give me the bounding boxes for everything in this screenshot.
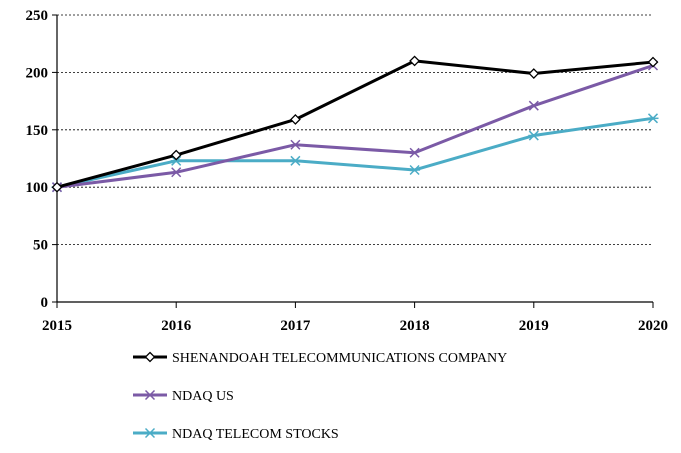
x-tick-label: 2019 [519,318,549,334]
y-tick-label: 250 [26,8,49,24]
series-line-2 [56,116,654,189]
data-point [647,56,659,68]
y-tick-label: 200 [26,65,49,81]
data-point [528,100,539,111]
data-point [528,130,540,141]
data-point [51,181,63,193]
data-point [409,147,420,158]
legend-item-2: NDAQ TELECOM STOCKS [133,427,339,442]
data-point [290,139,301,150]
legend-marker [144,427,156,439]
legend-item-0: SHENANDOAH TELECOMMUNICATIONS COMPANY [133,351,507,366]
x-tick-label: 2017 [280,318,311,334]
legend-label: NDAQ US [172,389,234,404]
x-tick-label: 2015 [42,318,72,334]
data-point [528,68,540,79]
series-0 [51,55,659,193]
data-point [170,149,182,161]
data-point [289,155,301,166]
legend: SHENANDOAH TELECOMMUNICATIONS COMPANY NDA… [133,351,507,442]
data-point [409,164,421,176]
x-tick-label: 2018 [400,318,430,334]
legend-label: NDAQ TELECOM STOCKS [172,427,339,442]
legend-label: SHENANDOAH TELECOMMUNICATIONS COMPANY [172,351,507,366]
legend-item-1: NDAQ US [133,389,234,404]
series-lines [51,55,659,193]
x-tick-label: 2020 [638,318,668,334]
series-line-0 [56,59,654,189]
data-point [289,114,301,125]
legend-marker [144,351,156,363]
series-2 [51,113,659,193]
y-tick-label: 100 [26,180,49,196]
data-point [647,113,659,124]
tick-labels: 0 50 100 150 200 250 2015 2016 2017 2018 2019 2020 [26,8,669,334]
y-tick-label: 0 [41,295,49,311]
data-point [171,167,182,178]
axes [52,14,654,308]
y-tick-label: 150 [26,123,49,139]
data-point [170,155,182,166]
y-tick-label: 50 [33,238,48,254]
series-1 [51,60,659,193]
data-point [409,55,421,67]
legend-marker [144,389,156,401]
series-line-1 [56,64,654,189]
x-tick-label: 2016 [161,318,192,334]
